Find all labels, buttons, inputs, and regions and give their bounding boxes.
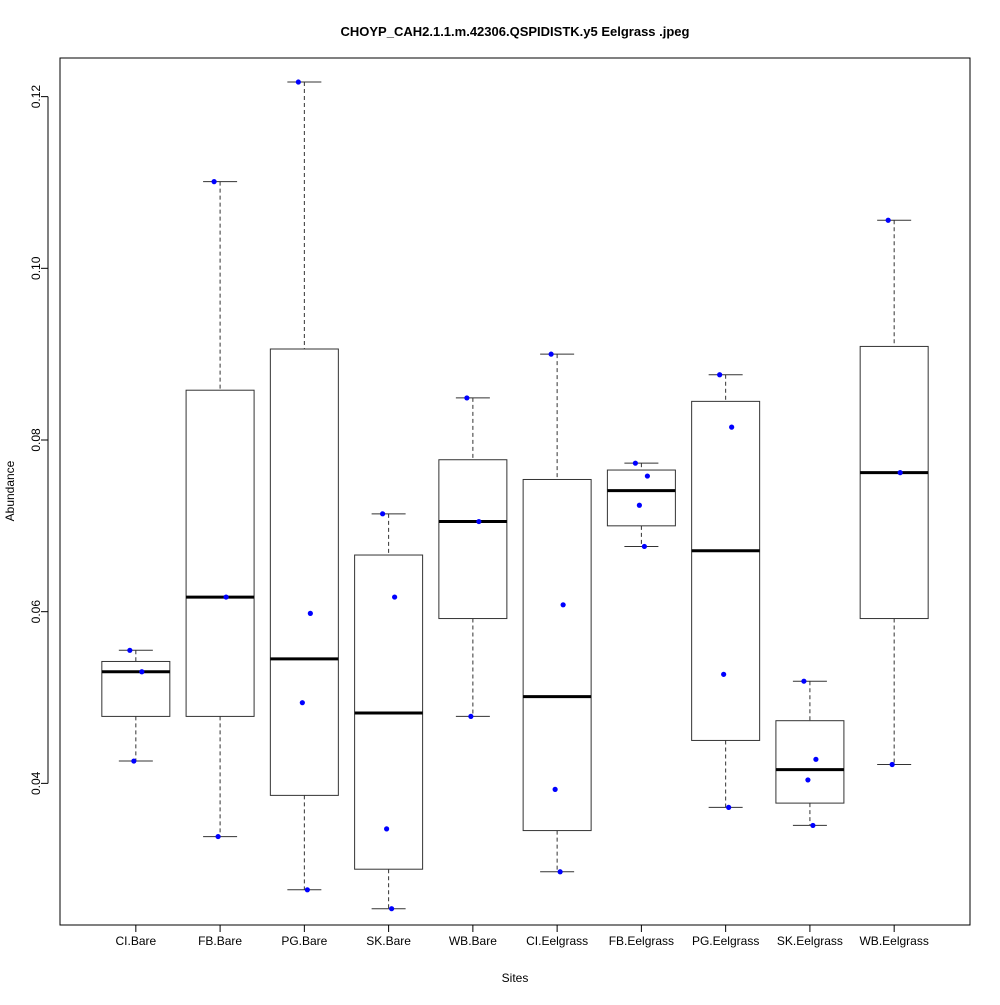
x-tick-label: FB.Eelgrass <box>609 934 674 948</box>
data-point <box>641 543 647 550</box>
chart-title: CHOYP_CAH2.1.1.m.42306.QSPIDISTK.y5 Eelg… <box>341 24 690 39</box>
data-point <box>721 671 727 677</box>
data-point <box>476 518 482 525</box>
data-point <box>805 777 811 783</box>
y-tick-label: 0.04 <box>29 771 43 795</box>
box-iqr <box>859 345 929 620</box>
data-point <box>307 610 313 616</box>
data-point <box>810 822 816 829</box>
data-point <box>223 594 229 600</box>
data-point <box>729 424 735 430</box>
data-point <box>726 804 732 810</box>
data-point <box>389 906 395 912</box>
x-tick-label: PG.Bare <box>281 934 327 948</box>
data-point <box>468 713 474 720</box>
data-point <box>552 786 558 792</box>
data-point <box>139 669 145 675</box>
y-tick-label: 0.10 <box>29 256 43 280</box>
y-tick-label: 0.08 <box>29 428 43 452</box>
y-tick-label: 0.12 <box>29 85 43 109</box>
box-iqr <box>522 478 592 832</box>
data-point <box>897 470 903 476</box>
data-point <box>299 700 305 706</box>
x-tick-label: PG.Eelgrass <box>692 934 759 948</box>
x-axis-label: Sites <box>502 971 529 985</box>
data-point <box>885 217 891 223</box>
data-point <box>717 372 723 378</box>
data-point <box>131 758 137 764</box>
data-point <box>548 351 554 357</box>
x-tick-label: WB.Eelgrass <box>859 934 928 948</box>
box-iqr <box>185 389 255 717</box>
x-tick-label: CI.Eelgrass <box>526 934 588 948</box>
data-point <box>295 79 301 85</box>
data-point <box>560 602 566 608</box>
data-point <box>384 826 390 832</box>
data-point <box>380 511 386 517</box>
x-tick-label: WB.Bare <box>449 934 497 948</box>
x-tick-label: SK.Bare <box>366 934 411 948</box>
y-axis-label: Abundance <box>3 460 17 521</box>
x-tick-label: SK.Eelgrass <box>777 934 843 948</box>
box-iqr <box>269 348 339 796</box>
data-point <box>304 887 310 893</box>
y-tick-label: 0.06 <box>29 600 43 624</box>
data-point <box>211 179 217 185</box>
data-point <box>644 473 650 479</box>
x-tick-label: FB.Bare <box>198 934 242 948</box>
x-tick-label: CI.Bare <box>115 934 156 948</box>
data-point <box>813 756 819 762</box>
data-point <box>464 395 470 401</box>
data-point <box>889 761 895 768</box>
data-point <box>215 833 221 840</box>
box-iqr <box>101 660 171 717</box>
data-point <box>392 594 398 600</box>
data-point <box>557 869 563 875</box>
data-point <box>636 502 642 508</box>
box-iqr <box>775 720 845 804</box>
box-iqr <box>438 459 508 620</box>
data-point <box>127 647 133 653</box>
box-iqr <box>691 400 761 741</box>
data-point <box>801 678 807 684</box>
box-iqr <box>606 469 676 527</box>
data-point <box>632 460 638 466</box>
